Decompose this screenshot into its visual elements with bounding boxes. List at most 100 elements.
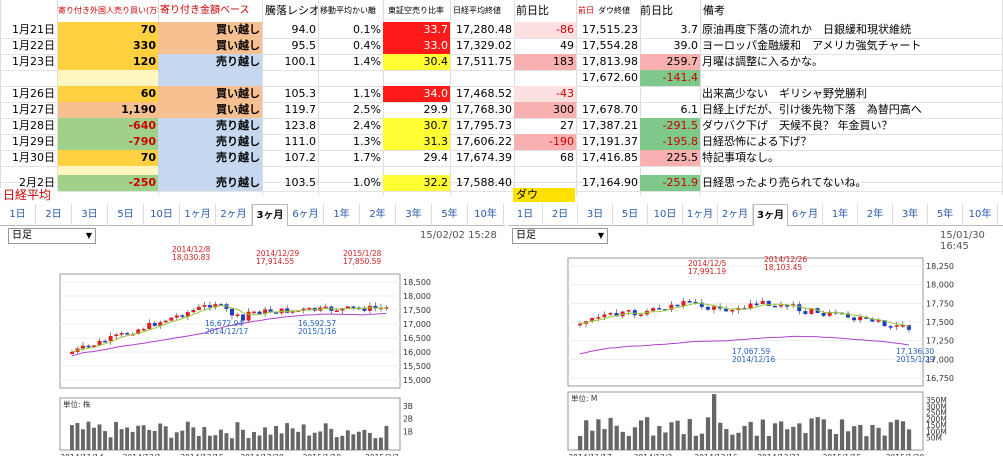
tab-1[interactable]: 2日: [36, 204, 72, 226]
cell-ratio: 111.0: [284, 135, 317, 148]
volume-bar: [169, 437, 174, 450]
tab-4[interactable]: 10日: [648, 204, 683, 226]
candle: [748, 303, 753, 309]
volume-bar: [718, 422, 723, 450]
tab-0[interactable]: 1日: [0, 204, 36, 226]
table-row: 1月21日 70 買い越し 94.0 0.1% 33.7 17,280.48 -86 17,51…: [0, 22, 1003, 39]
tab-11[interactable]: 3年: [396, 204, 432, 226]
volume-bar: [274, 425, 278, 450]
tab-4[interactable]: 10日: [144, 204, 180, 226]
tab-10[interactable]: 2年: [858, 204, 893, 226]
tab-9[interactable]: 1年: [823, 204, 858, 226]
tab-8[interactable]: 6ヶ月: [788, 204, 823, 226]
cell-foreign: -250: [58, 175, 158, 191]
annotation-text: 18,103.45: [764, 263, 802, 272]
tab-12[interactable]: 5年: [928, 204, 963, 226]
tab-3[interactable]: 5日: [108, 204, 144, 226]
volume-tick-label: 350M: [926, 396, 947, 405]
tab-2[interactable]: 3日: [578, 204, 613, 226]
volume-bar: [748, 421, 753, 450]
volume-bar: [864, 436, 869, 450]
ma-short-line: [71, 304, 387, 353]
tab-13[interactable]: 10年: [963, 204, 998, 226]
candle: [809, 308, 814, 314]
cell-short: 30.7: [383, 118, 450, 134]
tab-5[interactable]: 1ヶ月: [180, 204, 216, 226]
cell-note: 月曜は調整に入るかな。: [702, 55, 823, 68]
dow-section-label: ダウ: [513, 188, 575, 202]
cell-date: 1月29日: [12, 135, 55, 148]
tab-6[interactable]: 2ヶ月: [718, 204, 753, 226]
tab-10[interactable]: 2年: [360, 204, 396, 226]
x-tick-label: 2014/12/15: [180, 453, 223, 456]
cell-foreign: 70: [58, 22, 158, 38]
tab-6[interactable]: 2ヶ月: [216, 204, 252, 226]
volume-bar: [590, 430, 595, 450]
y-tick-label: 17,750: [926, 299, 954, 308]
y-tick-label: 17,250: [926, 337, 954, 346]
y-tick-label: 15,000: [403, 376, 431, 385]
tab-3[interactable]: 5日: [613, 204, 648, 226]
volume-tick-label: 150M: [926, 421, 947, 430]
candle: [103, 340, 108, 343]
cell-short: 32.2: [383, 175, 450, 191]
tab-7[interactable]: 3ヶ月: [252, 204, 288, 226]
cell-kind: 売り越し: [158, 54, 262, 70]
tab-1[interactable]: 2日: [543, 204, 578, 226]
candle: [86, 345, 91, 348]
volume-bar: [900, 421, 906, 450]
dow-interval-select[interactable]: 日足 ▼: [512, 228, 608, 244]
x-tick-label: 2014/11/17: [568, 453, 611, 456]
tab-13[interactable]: 10年: [468, 204, 504, 226]
chevron-down-icon: ▼: [85, 231, 92, 240]
cell-foreign: 70: [58, 150, 158, 166]
volume-bar: [180, 430, 185, 450]
tab-8[interactable]: 6ヶ月: [288, 204, 324, 226]
candle: [213, 304, 218, 308]
cell-nikkei: 17,768.30: [456, 103, 512, 116]
candle: [202, 305, 207, 307]
candle: [367, 305, 372, 311]
cell-nchg: 27: [560, 119, 574, 132]
volume-bar: [894, 419, 899, 450]
table-row: 17,672.60 -141.4: [0, 70, 1003, 87]
price-frame: [59, 273, 401, 389]
candle: [651, 308, 656, 311]
volume-bar: [852, 426, 857, 450]
nikkei-interval-select[interactable]: 日足 ▼: [8, 228, 96, 244]
candle: [608, 313, 613, 315]
candle: [224, 304, 229, 309]
spreadsheet: 寄り付き外国人売り買い(万株) 寄り付き金額ベース 騰落レシオ 移動平均かい離 …: [0, 0, 1003, 195]
tab-0[interactable]: 1日: [508, 204, 543, 226]
dow-interval-value: 日足: [516, 230, 536, 241]
candle: [108, 336, 113, 341]
candle: [906, 325, 911, 330]
volume-bar: [620, 431, 625, 450]
cell-kind: 売り越し: [158, 150, 262, 166]
volume-bar: [754, 435, 759, 450]
volume-bar: [821, 419, 826, 450]
nikkei-period-tabs: 1日 2日 3日 5日 10日 1ヶ月 2ヶ月 3ヶ月 6ヶ月 1年 2年 3年 5年 10年: [0, 204, 505, 226]
tab-11[interactable]: 3年: [893, 204, 928, 226]
tab-9[interactable]: 1年: [324, 204, 360, 226]
cell-dow: 17,813.98: [582, 55, 638, 68]
cell-nchg: 183: [514, 54, 576, 70]
tab-5[interactable]: 1ヶ月: [683, 204, 718, 226]
volume-bar: [152, 431, 157, 450]
candle: [900, 325, 905, 327]
cell-ratio: 105.3: [284, 87, 317, 100]
annotation-text: 18,030.83: [172, 253, 210, 262]
tab-7[interactable]: 3ヶ月: [753, 204, 788, 226]
annotation-text: 2015/1/29: [896, 355, 935, 364]
header-dev: 移動平均かい離: [320, 6, 376, 15]
cell-date: 1月22日: [12, 39, 55, 52]
volume-bar: [224, 433, 229, 450]
tab-2[interactable]: 3日: [72, 204, 108, 226]
candle: [602, 314, 607, 318]
volume-bar: [373, 438, 378, 450]
volume-bar: [596, 419, 601, 450]
tab-12[interactable]: 5年: [432, 204, 468, 226]
volume-bar: [279, 433, 284, 450]
candle: [152, 322, 157, 326]
candle: [718, 306, 723, 309]
